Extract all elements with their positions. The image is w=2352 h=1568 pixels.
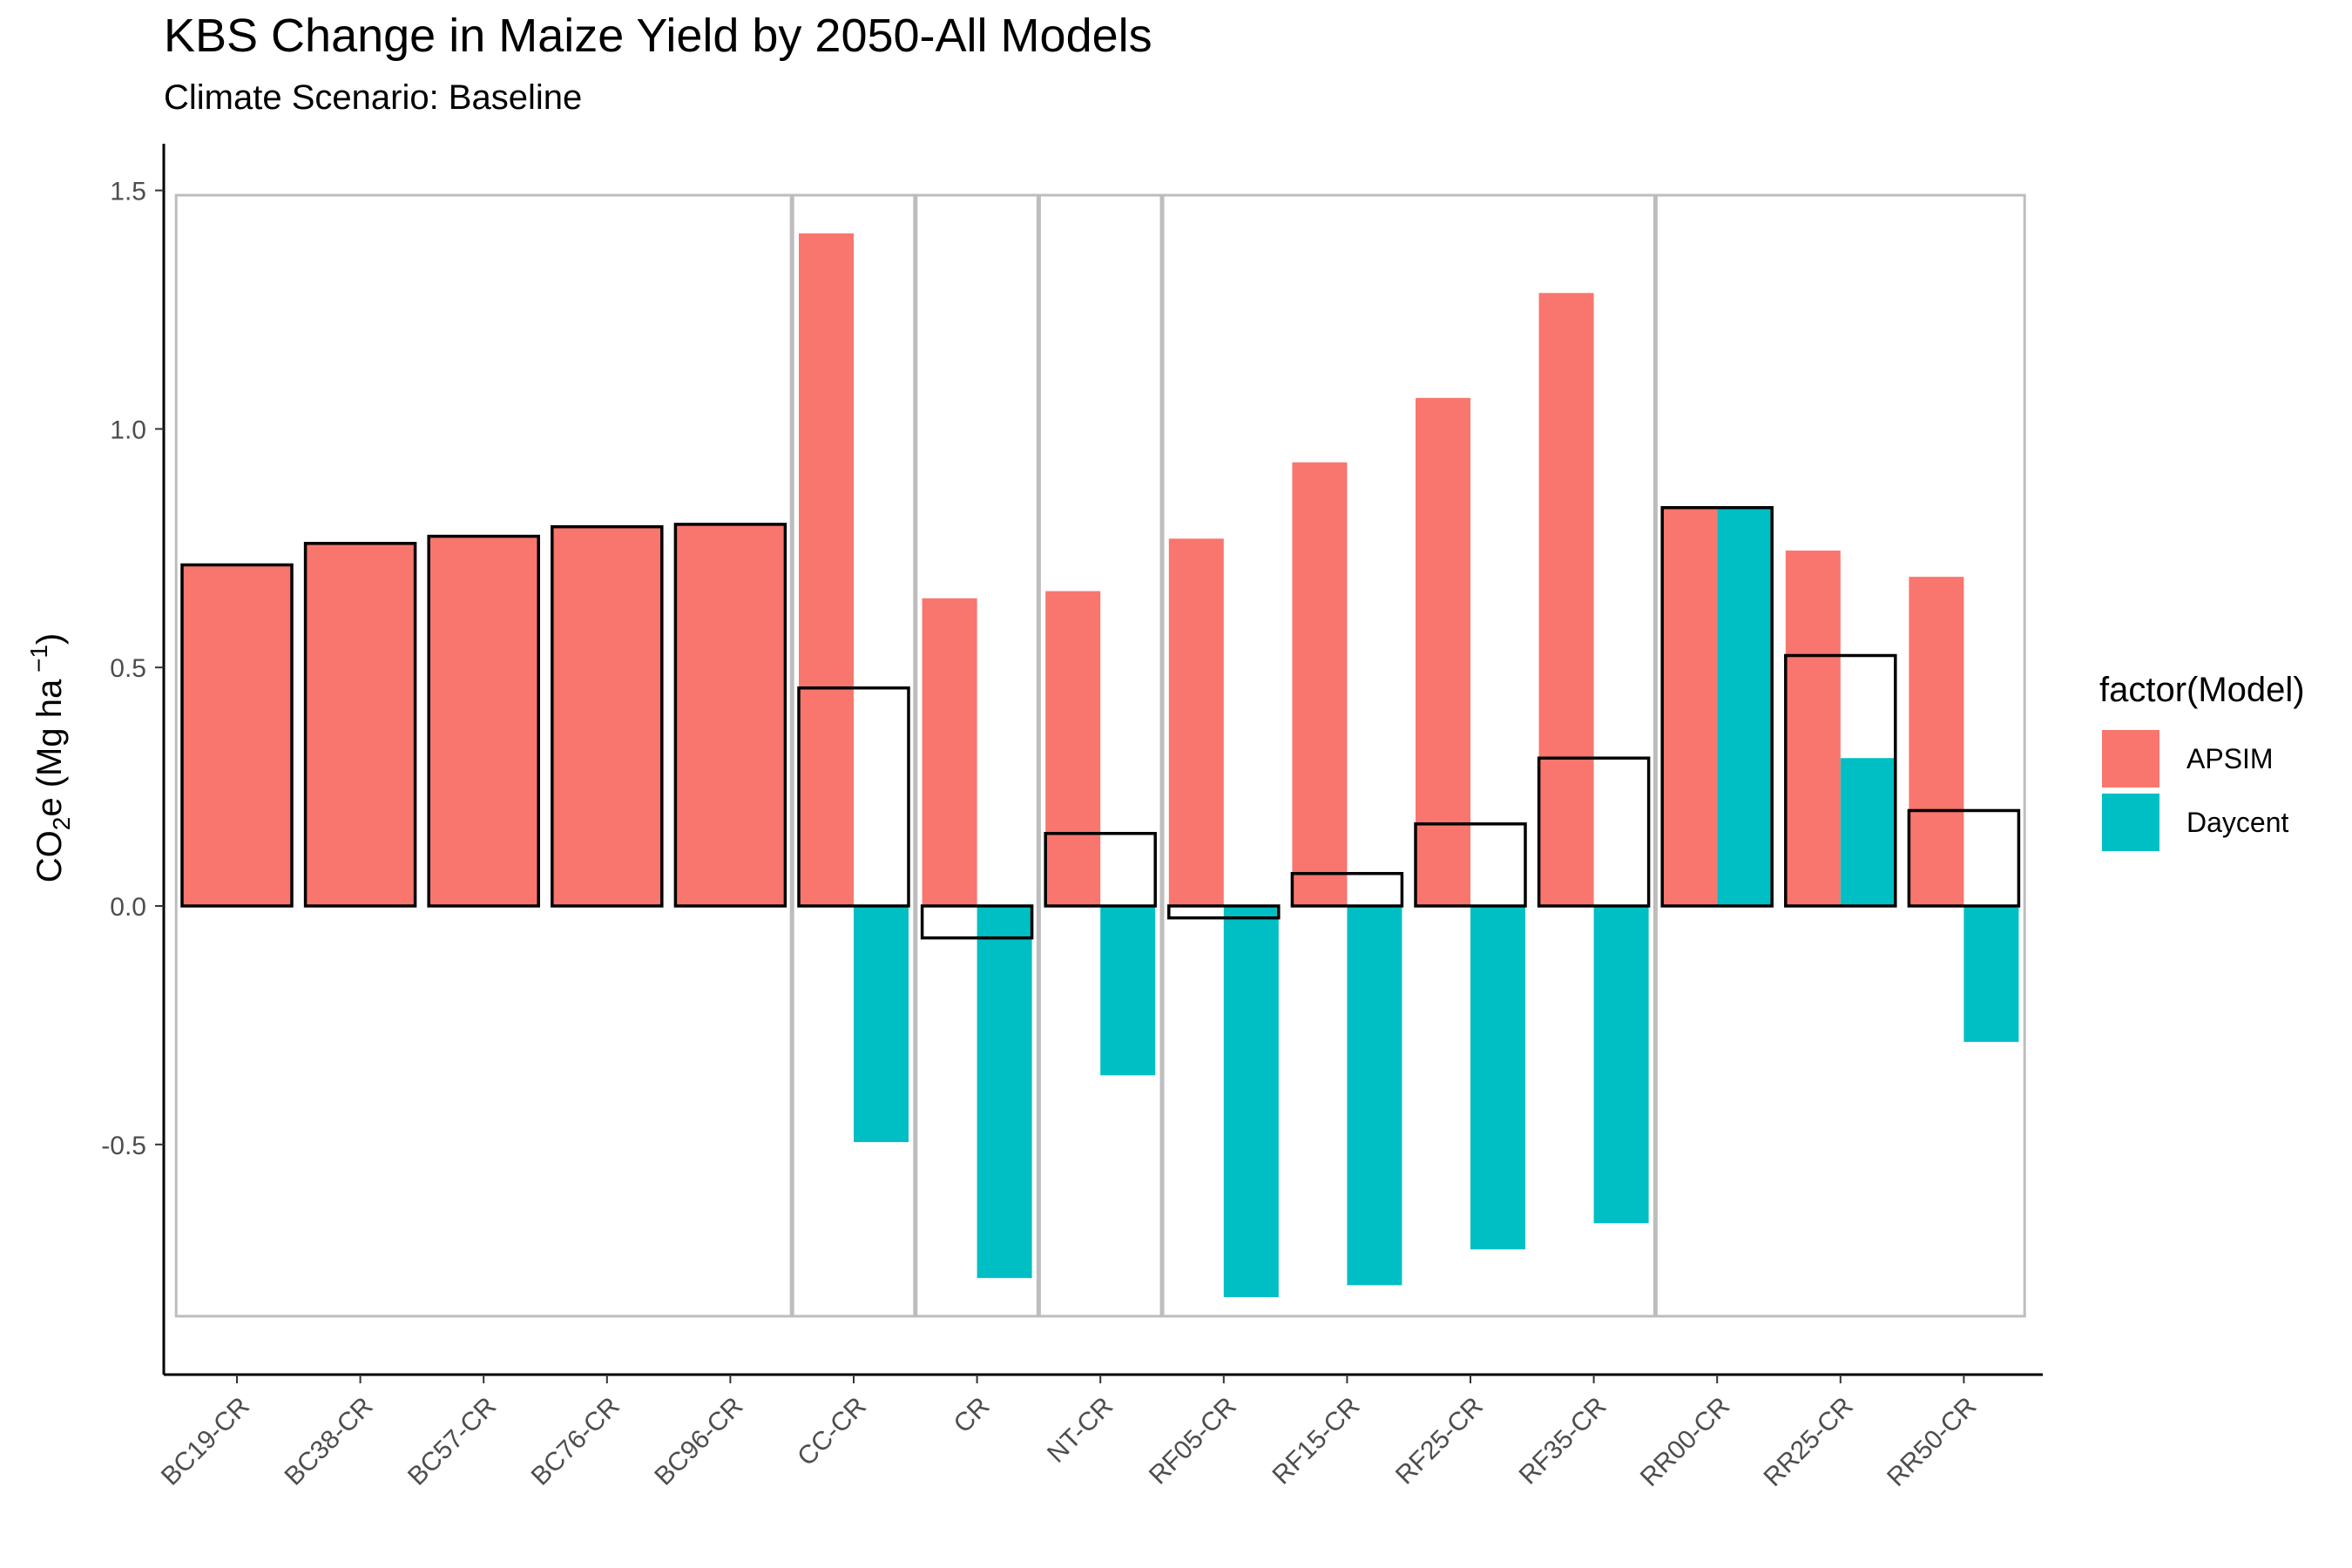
- bar-apsim: [1045, 591, 1101, 906]
- bar-apsim: [1168, 538, 1224, 906]
- legend-swatch-apsim: [2102, 730, 2159, 787]
- bar-apsim: [922, 598, 977, 906]
- mean-outline: [303, 542, 417, 908]
- y-axis-label: CO2e (Mg ha −1): [25, 633, 75, 882]
- bar-apsim: [182, 564, 292, 906]
- x-tick-label: RF25-CR: [1390, 1392, 1489, 1490]
- group-box: [1037, 193, 1163, 1318]
- mean-outline: [1784, 653, 1897, 908]
- x-tick-label: RR00-CR: [1635, 1392, 1735, 1492]
- x-tick-label: BC38-CR: [279, 1392, 378, 1491]
- bar-apsim: [1416, 397, 1470, 906]
- bar-daycent: [1717, 507, 1773, 906]
- mean-outline: [1290, 872, 1404, 908]
- y-tick-label: 1.0: [110, 416, 146, 444]
- mean-outline: [1414, 822, 1527, 908]
- group-box: [1654, 193, 2026, 1318]
- x-tick-label: RF15-CR: [1267, 1392, 1365, 1490]
- mean-outline: [1537, 756, 1651, 908]
- bar-apsim: [675, 524, 786, 906]
- mean-outline: [797, 686, 910, 908]
- bar-daycent: [1100, 906, 1156, 1076]
- bar-daycent: [1470, 906, 1525, 1250]
- bar-apsim: [429, 536, 539, 906]
- legend-swatch-daycent: [2102, 794, 2159, 851]
- x-tick-label: NT-CR: [1042, 1392, 1119, 1469]
- x-tick-label: BC96-CR: [649, 1392, 748, 1491]
- y-tick-label: 0.0: [110, 893, 146, 922]
- mean-outline: [180, 563, 294, 908]
- group-box: [791, 193, 916, 1318]
- bar-daycent: [854, 906, 909, 1143]
- x-tick-label: CC-CR: [792, 1392, 872, 1472]
- x-tick-label: BC19-CR: [156, 1392, 255, 1491]
- bar-apsim: [1538, 293, 1594, 907]
- y-tick-label: 1.5: [110, 178, 146, 206]
- group-box: [174, 193, 793, 1318]
- bar-apsim: [305, 543, 416, 906]
- x-tick-label: RR50-CR: [1882, 1392, 1982, 1492]
- group-box: [915, 193, 1039, 1318]
- bar-daycent: [1223, 906, 1279, 1298]
- bar-daycent: [1840, 758, 1896, 906]
- x-tick-label: RF35-CR: [1514, 1392, 1612, 1490]
- bar-apsim: [1785, 551, 1841, 906]
- bar-apsim: [1662, 507, 1718, 906]
- legend-label-daycent: Daycent: [2186, 807, 2289, 838]
- mean-outline: [1167, 904, 1281, 920]
- x-tick-label: RR25-CR: [1758, 1392, 1858, 1492]
- x-tick-label: CR: [949, 1392, 996, 1439]
- mean-outline: [673, 523, 787, 908]
- mean-outline: [427, 534, 540, 908]
- x-tick-label: BC57-CR: [402, 1392, 502, 1491]
- bar-daycent: [1593, 906, 1649, 1224]
- mean-outline: [1044, 832, 1157, 908]
- bar-apsim: [799, 233, 854, 906]
- group-box: [1161, 193, 1656, 1318]
- bar-apsim: [551, 526, 662, 906]
- bar-daycent: [977, 906, 1032, 1279]
- bar-apsim: [1292, 462, 1348, 906]
- x-tick-label: RF05-CR: [1144, 1392, 1242, 1490]
- y-tick-label: 0.5: [110, 654, 146, 683]
- y-tick-label: -0.5: [101, 1132, 146, 1160]
- bar-daycent: [1963, 906, 2019, 1043]
- mean-outline: [551, 524, 664, 908]
- bar-apsim: [1909, 577, 1964, 906]
- legend-title: factor(Model): [2099, 671, 2305, 709]
- mean-outline: [1660, 506, 1774, 908]
- x-tick-label: BC76-CR: [526, 1392, 625, 1491]
- mean-outline: [920, 904, 1034, 940]
- bar-daycent: [1347, 906, 1402, 1286]
- chart-subtitle: Climate Scenario: Baseline: [164, 78, 583, 117]
- mean-outline: [1907, 808, 2021, 908]
- chart-title: KBS Change in Maize Yield by 2050-All Mo…: [164, 10, 1152, 62]
- legend-label-apsim: APSIM: [2186, 743, 2274, 774]
